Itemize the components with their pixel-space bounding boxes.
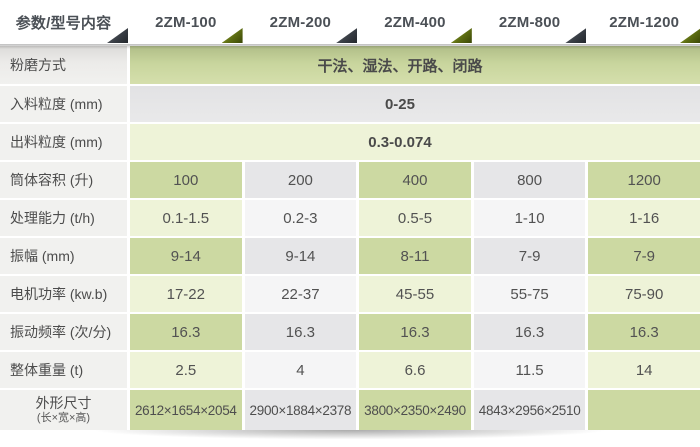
model-name: 2ZM-800 — [498, 13, 561, 31]
spec-value: 55-75 — [473, 276, 586, 312]
spec-value: 2900×1884×2378 — [244, 390, 357, 430]
spec-value: 75-90 — [588, 276, 700, 312]
spec-value: 0.2-3 — [244, 200, 357, 236]
spec-value: 16.3 — [359, 314, 471, 350]
spec-value: 4 — [244, 352, 357, 388]
corner-triangle-icon — [221, 28, 243, 43]
param-label-line2: (长×宽×高) — [36, 411, 91, 424]
param-label-motor-power: 电机功率 (kw.b) — [0, 276, 127, 312]
spec-value: 100 — [130, 162, 242, 198]
corner-triangle-icon — [565, 28, 587, 43]
model-name: 2ZM-100 — [155, 13, 217, 31]
param-label-grinding-method: 粉磨方式 — [0, 46, 127, 84]
model-name: 2ZM-400 — [384, 13, 446, 31]
spec-value: 4843×2956×2510 — [473, 390, 586, 430]
spec-value: 400 — [359, 162, 471, 198]
value-feed-size: 0-25 — [130, 86, 700, 122]
spec-value: 16.3 — [130, 314, 242, 350]
spec-value: 7-9 — [588, 238, 700, 274]
spec-value: 14 — [588, 352, 700, 388]
param-label-capacity: 处理能力 (t/h) — [0, 200, 127, 236]
spec-value: 16.3 — [473, 314, 586, 350]
spec-value: 0.5-5 — [359, 200, 471, 236]
header-cell-model-1: 2ZM-100 — [130, 0, 243, 44]
corner-triangle-icon — [679, 28, 700, 43]
spec-value: 1200 — [588, 162, 700, 198]
spec-value: 200 — [244, 162, 357, 198]
spec-value: 8-11 — [359, 238, 471, 274]
param-label-dimensions: 外形尺寸 (长×宽×高) — [0, 390, 127, 430]
header-cell-model-2: 2ZM-200 — [244, 0, 358, 44]
value-output-size: 0.3-0.074 — [130, 124, 700, 160]
spec-value: 800 — [473, 162, 586, 198]
header-label: 参数/型号内容 — [15, 14, 112, 32]
param-label-total-weight: 整体重量 (t) — [0, 352, 127, 388]
spec-value: 0.1-1.5 — [130, 200, 242, 236]
header-cell-model-3: 2ZM-400 — [359, 0, 472, 44]
spec-value: 7-9 — [473, 238, 586, 274]
spec-value: 1-16 — [588, 200, 700, 236]
spec-table: 参数/型号内容 2ZM-100 2ZM-200 2ZM-400 2ZM-800 … — [0, 0, 700, 430]
spec-value: 17-22 — [130, 276, 242, 312]
corner-triangle-icon — [450, 28, 472, 43]
param-label-vibration-frequency: 振动频率 (次/分) — [0, 314, 127, 350]
spec-value: 9-14 — [130, 238, 242, 274]
param-label-amplitude: 振幅 (mm) — [0, 238, 127, 274]
spec-value: 6.6 — [359, 352, 471, 388]
header-cell-model-5: 2ZM-1200 — [588, 0, 700, 44]
table-bottom-shadow — [8, 430, 692, 444]
spec-value: 16.3 — [244, 314, 357, 350]
value-grinding-method: 干法、湿法、开路、闭路 — [130, 46, 700, 84]
spec-value: 2612×1654×2054 — [130, 390, 242, 430]
spec-value — [588, 390, 700, 430]
spec-value: 11.5 — [473, 352, 586, 388]
header-cell-params: 参数/型号内容 — [0, 0, 128, 44]
param-label-feed-size: 入料粒度 (mm) — [0, 86, 127, 122]
corner-triangle-icon — [336, 28, 358, 43]
spec-value: 9-14 — [244, 238, 357, 274]
param-label-cylinder-volume: 筒体容积 (升) — [0, 162, 127, 198]
spec-value: 1-10 — [473, 200, 586, 236]
param-label-output-size: 出料粒度 (mm) — [0, 124, 127, 160]
spec-value: 22-37 — [244, 276, 357, 312]
model-name: 2ZM-200 — [269, 13, 332, 31]
param-label-line1: 外形尺寸 — [35, 395, 92, 411]
spec-value: 3800×2350×2490 — [359, 390, 471, 430]
header-cell-model-4: 2ZM-800 — [473, 0, 587, 44]
spec-value: 2.5 — [130, 352, 242, 388]
model-name: 2ZM-1200 — [609, 13, 680, 31]
spec-value: 16.3 — [588, 314, 700, 350]
spec-value: 45-55 — [359, 276, 471, 312]
